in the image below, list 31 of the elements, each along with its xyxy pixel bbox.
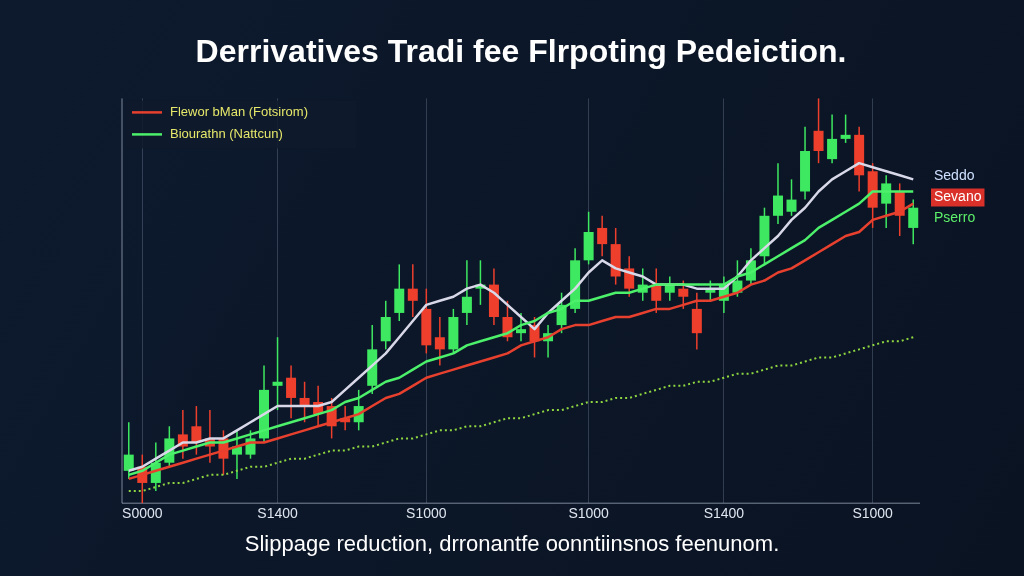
candlestick [272, 336, 283, 411]
chart-title: Derrivatives Tradi fee Flrpoting Pedeiction. [195, 33, 847, 70]
x-tick-label: S1400 [257, 505, 298, 522]
candlestick [191, 405, 202, 456]
candlestick [772, 162, 783, 225]
candlestick [624, 255, 635, 298]
candlestick [678, 279, 689, 310]
candlestick [516, 312, 526, 343]
candlestick [813, 97, 824, 164]
text: Pserro [934, 209, 976, 226]
candlestick [651, 267, 662, 314]
candlestick [827, 113, 838, 164]
x-tick-label: S1000 [852, 505, 894, 522]
candlestick [840, 113, 851, 144]
candlestick [461, 259, 472, 326]
legend-label: Flewor bMan (Fotsirom) [170, 103, 308, 119]
x-tick-label: S1000 [406, 505, 447, 522]
text: Seddo [934, 167, 975, 184]
text: Slippage reduction, drronantfe oonntiinsnos feenunom. [244, 531, 780, 557]
x-tick-label: S1000 [568, 505, 610, 522]
candlestick [434, 316, 445, 367]
candlestick [123, 421, 134, 480]
candlestick [407, 263, 418, 318]
legend-label: Biourathn (Nattcun) [170, 125, 283, 141]
candlestick [597, 215, 608, 258]
candlestick [786, 178, 797, 217]
text: Sevano [934, 188, 982, 205]
x-tick-label: S1400 [703, 505, 745, 522]
candlestick [286, 364, 297, 419]
candlestick [908, 198, 919, 245]
x-tick-label: S0000 [122, 505, 163, 522]
